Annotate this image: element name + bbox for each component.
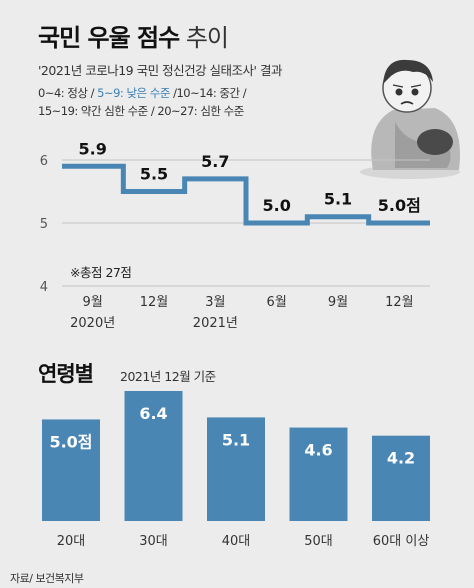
bar-data-label: 5.1 [222,430,250,449]
page-title: 국민 우울 점수 추이 [38,18,229,53]
bar-category-label: 30대 [139,534,168,549]
score-data-label: 5.9 [78,139,106,158]
y-tick-label: 5 [40,217,48,232]
score-data-label: 5.0점 [378,196,421,215]
y-tick-label: 6 [40,154,48,169]
score-step-line [62,163,430,226]
year-label: 2020년 [70,316,115,331]
source-credit: 자료/ 보건복지부 [10,572,84,585]
age-bar [289,427,348,521]
age-bar [124,391,183,521]
year-label: 2021년 [193,316,238,331]
title-light: 추이 [179,24,229,52]
x-tick-label: 12월 [385,295,414,310]
survey-subtitle: '2021년 코로나19 국민 정신건강 실태조사' 결과 [38,63,282,78]
legend-normal: 0~4: 정상 / [38,86,98,100]
score-data-label: 5.0 [262,196,290,215]
bar-category-label: 60대 이상 [373,534,430,549]
worried-person-illustration [355,30,474,180]
x-tick-label: 9월 [83,295,103,310]
bar-data-label: 4.2 [387,449,415,468]
bar-category-label: 20대 [57,534,86,549]
legend-line-1: 0~4: 정상 / 5~9: 낮은 수준 /10~14: 중간 / [38,84,247,102]
age-section-subtitle: 2021년 12월 기준 [120,369,216,384]
total-score-note: ※총점 27점 [70,265,132,280]
score-trend-chart: 4 5 6 5.9 9월 5.5 12월 5.7 3월 5.0 6월 5.1 9월 5.0점 12월 202… [40,139,430,331]
bar-data-label: 5.0점 [49,432,92,451]
legend-mid: /10~14: 중간 / [169,86,247,100]
score-data-label: 5.1 [324,190,352,209]
title-bold: 국민 우울 점수 [38,24,180,52]
age-bar [372,435,430,521]
legend-line-2: 15~19: 약간 심한 수준 / 20~27: 심한 수준 [38,104,244,118]
x-tick-label: 3월 [205,295,225,310]
age-bar [42,419,100,521]
age-section-title: 연령별 [38,362,94,386]
bar-data-label: 4.6 [304,441,332,460]
bar-category-label: 40대 [222,534,251,549]
score-legend: 0~4: 정상 / 5~9: 낮은 수준 /10~14: 중간 / 15~19:… [38,84,247,120]
score-data-label: 5.5 [140,165,168,184]
y-tick-label: 4 [40,280,48,295]
score-data-label: 5.7 [201,152,229,171]
x-tick-label: 6월 [267,295,287,310]
bar-data-label: 6.4 [139,404,167,423]
x-tick-label: 9월 [328,295,348,310]
x-tick-label: 12월 [140,295,169,310]
bar-category-label: 50대 [304,534,333,549]
legend-low-level: 5~9: 낮은 수준 [97,86,170,100]
age-bar [207,417,265,521]
